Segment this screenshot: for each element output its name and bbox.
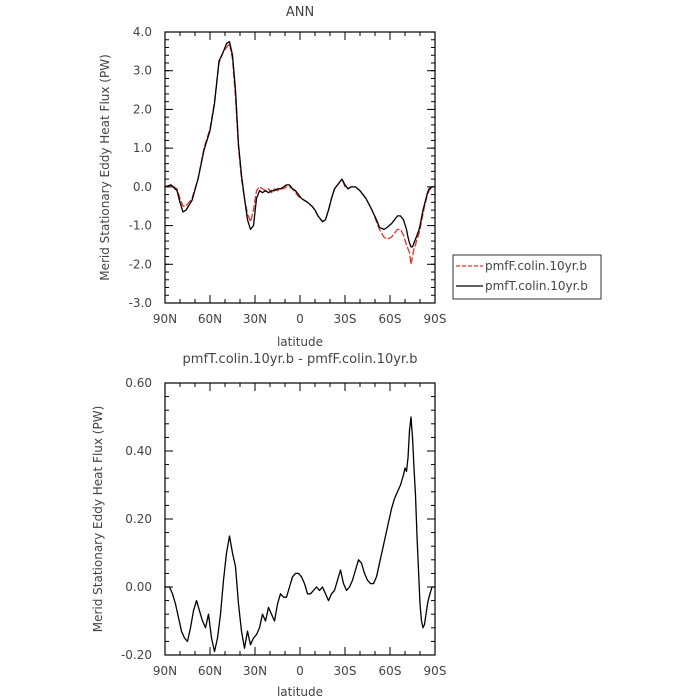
- legend-label: pmfT.colin.10yr.b: [485, 279, 588, 293]
- x-axis-label: latitude: [277, 335, 323, 349]
- x-tick-label: 60S: [379, 312, 402, 326]
- y-tick-label: -1.0: [129, 219, 152, 233]
- plot-frame: [164, 31, 436, 304]
- y-axis-label: Merid Stationary Eddy Heat Flux (PW): [98, 54, 112, 281]
- x-tick-label: 90N: [153, 664, 177, 678]
- x-tick-label: 0: [296, 312, 304, 326]
- y-tick-label: -2.0: [129, 257, 152, 271]
- x-tick-label: 30N: [243, 664, 267, 678]
- series-line-2: [164, 41, 436, 248]
- y-tick-label: 3.0: [133, 64, 152, 78]
- y-tick-label: 0.0: [133, 180, 152, 194]
- x-tick-label: 30S: [334, 664, 357, 678]
- series-line-1: [164, 416, 436, 653]
- x-tick-label: 90N: [153, 312, 177, 326]
- x-tick-label: 90S: [424, 664, 447, 678]
- chart-title: ANN: [286, 5, 314, 20]
- y-tick-label: 2.0: [133, 102, 152, 116]
- x-tick-label: 90S: [424, 312, 447, 326]
- x-tick-label: 30S: [334, 312, 357, 326]
- y-tick-label: 1.0: [133, 141, 152, 155]
- y-tick-label: 4.0: [133, 25, 152, 39]
- chart-panel-2: 90N 60N 30N 0 30S 60S 90S 0.60 0.40 0.20 0.00 -0.20…: [91, 352, 446, 699]
- y-tick-label: 0.60: [125, 376, 152, 390]
- x-tick-label: 0: [296, 664, 304, 678]
- y-axis-label: Merid Stationary Eddy Heat Flux (PW): [91, 406, 105, 633]
- legend: pmfF.colin.10yr.b pmfT.colin.10yr.b: [452, 254, 602, 300]
- x-axis-label: latitude: [277, 685, 323, 699]
- x-tick-label: 60S: [379, 664, 402, 678]
- y-tick-label: -3.0: [129, 296, 152, 310]
- series-line-1: [164, 42, 436, 265]
- legend-label: pmfF.colin.10yr.b: [485, 259, 587, 273]
- plot-frame: [164, 382, 436, 656]
- legend-box: [452, 254, 602, 300]
- chart-title: pmfT.colin.10yr.b - pmfF.colin.10yr.b: [183, 352, 418, 367]
- x-tick-label: 60N: [198, 664, 222, 678]
- x-tick-label: 30N: [243, 312, 267, 326]
- y-tick-label: -0.20: [121, 648, 152, 662]
- y-tick-label: 0.20: [125, 512, 152, 526]
- x-tick-label: 60N: [198, 312, 222, 326]
- chart-panel-1: 90N 60N 30N 0 30S 60S 90S 4.0 3.0 2.0 1.0 0.0 -1.0 -2…: [98, 5, 602, 349]
- y-tick-label: 0.40: [125, 444, 152, 458]
- y-tick-label: 0.00: [125, 580, 152, 594]
